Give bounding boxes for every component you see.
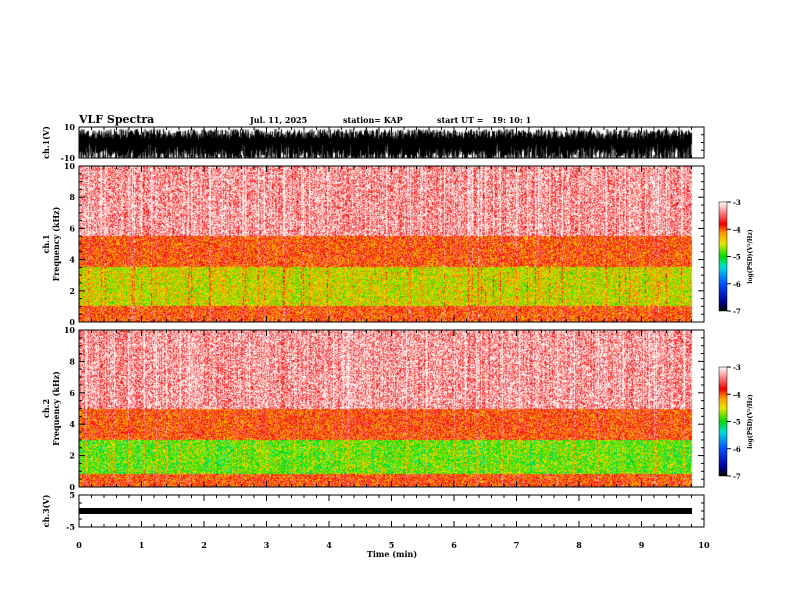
ch3-waveform — [79, 508, 692, 514]
colorbar-tick-label: -5 — [733, 253, 741, 262]
colorbar-tick-label: -4 — [733, 225, 741, 234]
panel-frame-1 — [78, 165, 705, 323]
y-tick-label: 8 — [69, 356, 75, 366]
y-tick-label: 4 — [69, 255, 75, 265]
y-tick-label: -5 — [66, 522, 75, 532]
colorbar-frame — [718, 201, 728, 312]
ch2-colorbar — [719, 367, 727, 476]
station-label: station= KAP — [343, 115, 403, 125]
x-tick-label: 2 — [201, 540, 207, 550]
y-tick-label: -10 — [61, 153, 76, 163]
y-axis-label: ch.1 — [41, 234, 51, 253]
y-tick-label: 6 — [69, 388, 75, 398]
y-axis-label: Frequency (kHz) — [51, 371, 61, 446]
colorbar-tick-label: -7 — [733, 307, 741, 316]
y-tick-label: 10 — [64, 161, 76, 171]
start-time-label: start UT = 19: 10: 1 — [437, 115, 531, 125]
y-axis-label: ch.2 — [41, 399, 51, 418]
colorbar-tick-label: -3 — [733, 198, 741, 207]
y-tick-label: 10 — [64, 325, 76, 335]
y-axis-label: Frequency (kHz) — [51, 206, 61, 281]
y-tick-label: 2 — [69, 451, 75, 461]
x-tick-label: 7 — [514, 540, 520, 550]
colorbar-label: log(PSD)(V²/Hz) — [747, 394, 754, 449]
y-tick-label: 4 — [69, 419, 75, 429]
colorbar-tick-label: -3 — [733, 363, 741, 372]
colorbar-tick-label: -7 — [733, 472, 741, 481]
panel-frame-2 — [78, 329, 705, 488]
x-tick-label: 8 — [576, 540, 582, 550]
x-tick-label: 0 — [76, 540, 82, 550]
ch1-spectrogram — [79, 166, 704, 322]
y-tick-label: 0 — [69, 482, 75, 492]
x-tick-label: 5 — [389, 540, 395, 550]
colorbar-tick-label: -6 — [733, 445, 741, 454]
y-tick-label: 2 — [69, 286, 75, 296]
y-tick-label: 10 — [64, 122, 76, 132]
x-tick-label: 10 — [698, 540, 710, 550]
colorbar-label: log(PSD)(V²/Hz) — [747, 229, 754, 284]
colorbar-tick-label: -6 — [733, 280, 741, 289]
y-tick-label: 5 — [69, 490, 75, 500]
y-axis-label: ch.3(V) — [41, 494, 51, 527]
x-tick-label: 3 — [264, 540, 270, 550]
figure-title: VLF Spectra — [78, 113, 154, 126]
y-tick-label: 8 — [69, 192, 75, 202]
date-label: Jul. 11, 2025 — [249, 115, 307, 125]
y-axis-label: ch.1(V) — [41, 126, 51, 159]
colorbar-frame — [718, 366, 728, 477]
x-tick-label: 1 — [139, 540, 145, 550]
y-tick-label: 6 — [69, 223, 75, 233]
x-tick-label: 4 — [326, 540, 332, 550]
ch1-colorbar — [719, 202, 727, 311]
x-tick-label: 9 — [639, 540, 645, 550]
x-axis-label: Time (min) — [367, 549, 417, 559]
x-tick-label: 6 — [451, 540, 457, 550]
colorbar-tick-label: -4 — [733, 390, 741, 399]
colorbar-tick-label: -5 — [733, 418, 741, 427]
y-tick-label: 0 — [69, 317, 75, 327]
ch2-spectrogram — [79, 330, 704, 487]
